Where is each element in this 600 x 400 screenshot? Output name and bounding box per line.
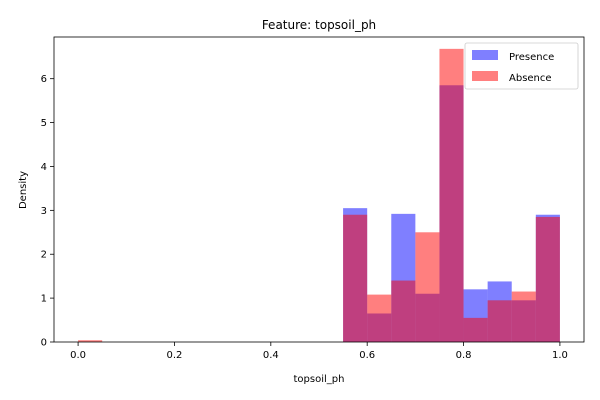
bar-absence-0 — [78, 340, 103, 342]
y-tick-label: 2 — [41, 250, 47, 261]
bar-absence-13 — [391, 280, 416, 342]
y-tick-label: 6 — [41, 74, 47, 85]
bar-absence-19 — [535, 216, 560, 342]
legend-swatch-absence — [472, 71, 498, 81]
bars-layer — [78, 48, 560, 343]
bar-absence-16 — [463, 317, 488, 342]
y-tick-label: 0 — [41, 338, 47, 349]
bar-absence-12 — [367, 294, 392, 342]
x-tick-label: 0.8 — [456, 350, 472, 361]
x-tick-label: 0.2 — [167, 350, 183, 361]
plot-frame — [53, 36, 585, 343]
bar-absence-11 — [343, 214, 368, 342]
x-axis-ticks: 0.0 0.2 0.4 0.6 0.8 1.0 — [70, 342, 568, 361]
legend-label-absence: Absence — [509, 73, 552, 84]
x-axis-label: topsoil_ph — [294, 374, 345, 385]
x-tick-label: 1.0 — [552, 350, 568, 361]
y-tick-label: 4 — [41, 162, 47, 173]
bar-absence-17 — [487, 300, 512, 342]
y-tick-label: 1 — [41, 294, 47, 305]
legend-swatch-presence — [472, 50, 498, 60]
bar-absence-15 — [439, 48, 464, 343]
y-axis-ticks: 0 1 2 3 4 5 6 — [41, 74, 54, 349]
bar-absence-18 — [511, 291, 536, 342]
x-tick-label: 0.4 — [263, 350, 279, 361]
chart-title: Feature: topsoil_ph — [262, 18, 376, 32]
y-tick-label: 3 — [41, 206, 47, 217]
bar-absence-14 — [415, 232, 440, 342]
y-axis-label: Density — [18, 171, 29, 209]
legend: Presence Absence — [464, 42, 579, 90]
x-tick-label: 0.0 — [70, 350, 86, 361]
x-tick-label: 0.6 — [359, 350, 375, 361]
legend-label-presence: Presence — [509, 52, 554, 63]
y-tick-label: 5 — [41, 118, 47, 129]
